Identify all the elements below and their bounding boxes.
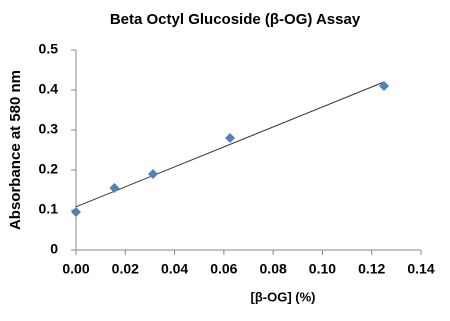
y-tick-label: 0.5 <box>39 41 59 57</box>
x-tick-label: 0.02 <box>112 261 139 277</box>
y-tick-label: 0.2 <box>39 161 59 177</box>
marker <box>225 133 236 143</box>
x-tick-label: 0.06 <box>210 261 237 277</box>
x-tick-label: 0.12 <box>358 261 385 277</box>
x-tick-label: 0.00 <box>62 261 89 277</box>
x-tick-label: 0.04 <box>161 261 188 277</box>
y-tick-label: 0.1 <box>39 201 59 217</box>
marker <box>148 169 159 179</box>
trendline <box>75 81 385 208</box>
y-tick-label: 0 <box>50 241 58 257</box>
y-axis-title: Absorbance at 580 nm <box>7 70 24 230</box>
x-tick-label: 0.10 <box>309 261 336 277</box>
x-tick-label: 0.14 <box>407 261 434 277</box>
chart-title: Beta Octyl Glucoside (β-OG) Assay <box>110 11 361 28</box>
y-tick-label: 0.4 <box>39 81 59 97</box>
x-axis-title: [β-OG] (%) <box>251 289 316 304</box>
marker <box>71 207 81 217</box>
y-tick-label: 0.3 <box>39 121 59 137</box>
marker <box>379 81 390 91</box>
marker <box>109 183 120 193</box>
x-tick-label: 0.08 <box>260 261 287 277</box>
